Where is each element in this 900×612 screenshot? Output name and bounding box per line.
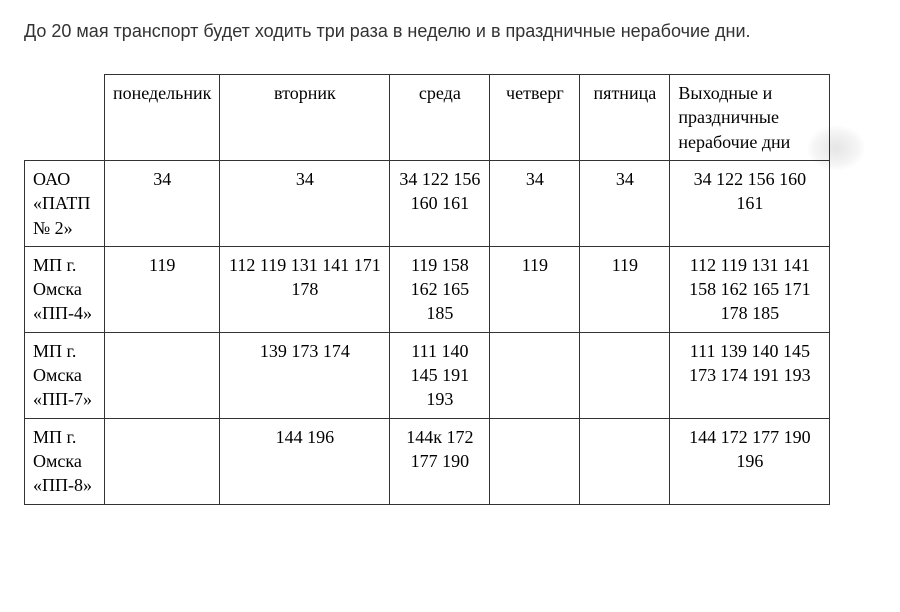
cell: 111 140 145 191 193 xyxy=(390,332,490,418)
col-header-tue: вторник xyxy=(220,75,390,161)
table-row: МП г. Омска «ПП-4» 119 112 119 131 141 1… xyxy=(25,246,830,332)
row-label: МП г. Омска «ПП-4» xyxy=(25,246,105,332)
row-label: ОАО «ПАТП № 2» xyxy=(25,160,105,246)
row-label: МП г. Омска «ПП-8» xyxy=(25,418,105,504)
cell: 112 119 131 141 171 178 xyxy=(220,246,390,332)
cell: 144к 172 177 190 xyxy=(390,418,490,504)
cell: 112 119 131 141 158 162 165 171 178 185 xyxy=(670,246,830,332)
cell: 34 xyxy=(580,160,670,246)
cell: 144 172 177 190 196 xyxy=(670,418,830,504)
table-row: МП г. Омска «ПП-8» 144 196 144к 172 177 … xyxy=(25,418,830,504)
cell xyxy=(490,418,580,504)
col-header-mon: понедельник xyxy=(105,75,220,161)
cell xyxy=(490,332,580,418)
cell: 34 122 156 160 161 xyxy=(390,160,490,246)
table-row: МП г. Омска «ПП-7» 139 173 174 111 140 1… xyxy=(25,332,830,418)
cell xyxy=(105,418,220,504)
cell: 34 122 156 160 161 xyxy=(670,160,830,246)
cell: 139 173 174 xyxy=(220,332,390,418)
cell: 119 xyxy=(580,246,670,332)
cell: 111 139 140 145 173 174 191 193 xyxy=(670,332,830,418)
cell: 34 xyxy=(490,160,580,246)
cell: 34 xyxy=(220,160,390,246)
cell: 119 158 162 165 185 xyxy=(390,246,490,332)
cell xyxy=(105,332,220,418)
row-label: МП г. Омска «ПП-7» xyxy=(25,332,105,418)
col-header-blank xyxy=(25,75,105,161)
cell: 119 xyxy=(490,246,580,332)
col-header-thu: четверг xyxy=(490,75,580,161)
col-header-fri: пятница xyxy=(580,75,670,161)
cell xyxy=(580,418,670,504)
col-header-wed: среда xyxy=(390,75,490,161)
table-header-row: понедельник вторник среда четверг пятниц… xyxy=(25,75,830,161)
col-header-weekend: Выходные и праздничные нерабочие дни xyxy=(670,75,830,161)
cell: 119 xyxy=(105,246,220,332)
cell: 34 xyxy=(105,160,220,246)
schedule-table: понедельник вторник среда четверг пятниц… xyxy=(24,74,830,504)
cell: 144 196 xyxy=(220,418,390,504)
intro-text: До 20 мая транспорт будет ходить три раз… xyxy=(24,18,876,44)
table-row: ОАО «ПАТП № 2» 34 34 34 122 156 160 161 … xyxy=(25,160,830,246)
cell xyxy=(580,332,670,418)
